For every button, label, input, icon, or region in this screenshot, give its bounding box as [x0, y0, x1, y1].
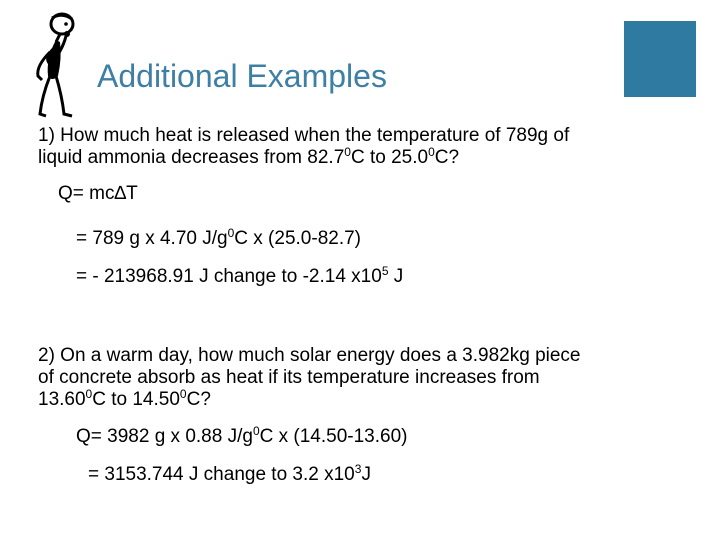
example1-step2: = - 213968.91 J change to -2.14 x105 J — [76, 264, 404, 287]
example2-step2: = 3153.744 J change to 3.2 x103J — [88, 462, 371, 485]
example1-question-line1: 1) How much heat is released when the te… — [38, 125, 570, 146]
example1-formula: Q= mc∆T — [58, 183, 138, 204]
example1-step1: = 789 g x 4.70 J/g0C x (25.0-82.7) — [76, 226, 362, 249]
thinking-stick-figure-icon — [36, 12, 75, 118]
example2-question-line1: 2) On a warm day, how much solar energy … — [38, 345, 581, 366]
example2-step1: Q= 3982 g x 0.88 J/g0C x (14.50-13.60) — [76, 424, 408, 447]
example1-question-line2: liquid ammonia decreases from 82.70C to … — [38, 145, 460, 168]
example2-question-line3: 13.600C to 14.500C? — [38, 387, 211, 410]
example2-question-line2: of concrete absorb as heat if its temper… — [38, 367, 540, 388]
slide-title: Additional Examples — [97, 58, 387, 94]
accent-square — [624, 21, 696, 97]
